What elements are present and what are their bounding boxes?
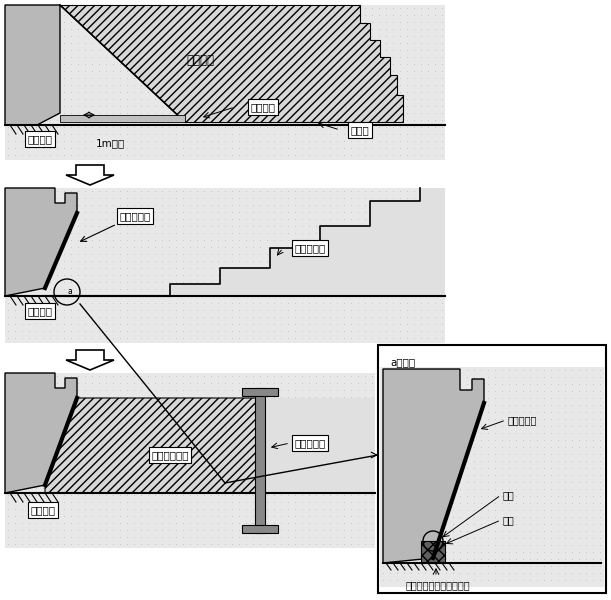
Polygon shape [260,398,375,493]
Polygon shape [5,5,60,125]
Polygon shape [60,115,185,122]
Text: 杭等の打設: 杭等の打設 [295,438,326,448]
Polygon shape [170,188,445,296]
Text: 人力掘削: 人力掘削 [251,102,276,112]
Text: a: a [68,287,72,296]
Text: 新規遷水工: 新規遷水工 [119,211,151,221]
Polygon shape [45,398,260,493]
Bar [5,373,375,548]
Text: 遷水工撞去: 遷水工撞去 [295,243,326,253]
Text: 切断: 切断 [503,515,514,525]
Bar [421,541,445,563]
Text: 底部地盤: 底部地盤 [27,134,53,144]
Polygon shape [5,188,77,296]
Bar [5,5,445,160]
Text: 底部地盤: 底部地盤 [31,505,56,515]
Bar [5,188,445,343]
Text: 汚水流出防止堡等の設置: 汚水流出防止堡等の設置 [406,580,470,590]
Text: a詳細図: a詳細図 [390,357,415,367]
Text: 底部地盤: 底部地盤 [27,306,53,316]
Polygon shape [60,5,403,122]
Polygon shape [66,165,114,185]
Bar [380,367,604,587]
Text: 1m程度: 1m程度 [95,138,125,148]
Polygon shape [5,373,77,493]
Bar [242,388,278,396]
Bar [255,388,265,533]
Polygon shape [66,350,114,370]
Bar [378,345,606,593]
Text: 土砂堆戻し等: 土砂堆戻し等 [152,450,189,460]
Text: 機械掘削: 機械掘削 [186,53,214,67]
Text: 接合: 接合 [503,490,514,500]
Bar [242,525,278,533]
Polygon shape [383,369,484,563]
Text: 遷水工: 遷水工 [351,125,370,135]
Text: 新規遷水工: 新規遷水工 [508,415,538,425]
